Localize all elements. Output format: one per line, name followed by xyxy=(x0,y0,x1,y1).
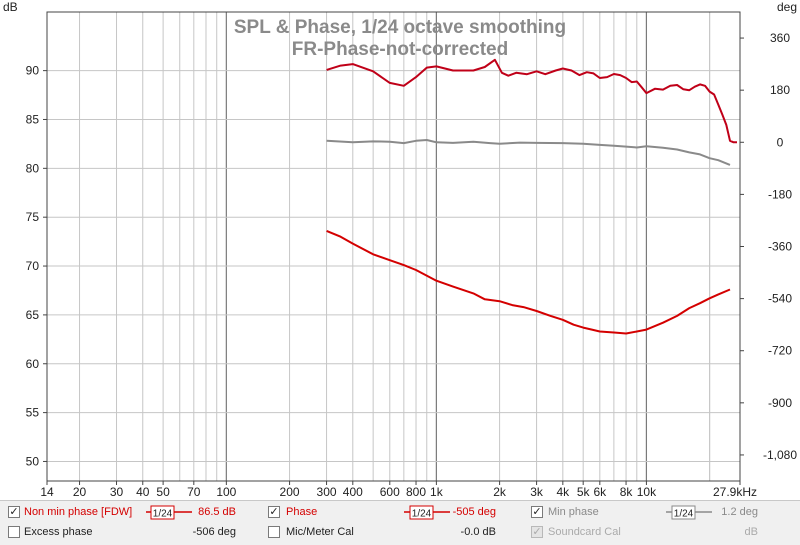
x-tick-label: 8k xyxy=(620,485,634,499)
x-tick-label: 100 xyxy=(216,485,236,499)
x-tick-label: 300 xyxy=(317,485,337,499)
y-left-tick-label: 80 xyxy=(26,161,40,175)
soundcard-cal-label: Soundcard Cal xyxy=(548,526,621,538)
x-tick-label: 400 xyxy=(343,485,363,499)
phase-label: Phase xyxy=(286,506,318,518)
series-phase-line xyxy=(326,58,737,144)
x-tick-label: 14 xyxy=(40,485,54,499)
legend-row-1: ✓ Non min phase [FDW] 1/24 86.5 dB ✓ Pha… xyxy=(0,503,800,523)
x-tick-label: 10k xyxy=(637,485,657,499)
y-right-unit: deg xyxy=(777,0,797,14)
phase-value: -505 deg xyxy=(452,506,496,518)
x-tick-label: 800 xyxy=(406,485,426,499)
mic-cal-label: Mic/Meter Cal xyxy=(286,526,354,538)
x-tick-label: 200 xyxy=(280,485,300,499)
minphase-value: 1.2 deg xyxy=(721,506,758,518)
nonmin-checkbox[interactable]: ✓ xyxy=(8,506,20,518)
mic-cal-checkbox[interactable] xyxy=(268,526,280,538)
x-tick-label: 4k xyxy=(556,485,570,499)
legend-panel: ✓ Non min phase [FDW] 1/24 86.5 dB ✓ Pha… xyxy=(0,500,800,545)
x-tick-label: 3k xyxy=(530,485,544,499)
minphase-smoothing-label: 1/24 xyxy=(674,509,694,520)
excess-checkbox[interactable] xyxy=(8,526,20,538)
y-left-tick-label: 70 xyxy=(26,259,40,273)
minphase-smoothing-icon[interactable]: 1/24 xyxy=(666,504,712,520)
x-tick-label: 50 xyxy=(156,485,170,499)
y-right-tick-label: -900 xyxy=(768,396,792,410)
chart-title: SPL & Phase, 1/24 octave smoothing xyxy=(234,17,566,38)
y-right-tick-label: -360 xyxy=(768,240,792,254)
y-left-tick-label: 50 xyxy=(26,454,40,468)
chart-subtitle: FR-Phase-not-corrected xyxy=(292,39,508,60)
x-tick-label: 2k xyxy=(493,485,507,499)
excess-value: -506 deg xyxy=(192,526,236,538)
phase-smoothing-icon[interactable]: 1/24 xyxy=(404,504,450,520)
minphase-checkbox[interactable]: ✓ xyxy=(531,506,543,518)
x-tick-label: 27.9kHz xyxy=(713,485,757,499)
x-tick-label: 600 xyxy=(380,485,400,499)
y-left-tick-label: 55 xyxy=(26,406,40,420)
legend-row-2: Excess phase -506 deg Mic/Meter Cal -0.0… xyxy=(0,523,800,543)
y-left-unit: dB xyxy=(3,0,18,14)
x-tick-label: 70 xyxy=(187,485,201,499)
series-non-min-phase-fdw-line xyxy=(326,229,731,335)
series-layer xyxy=(326,58,737,335)
x-tick-label: 20 xyxy=(73,485,87,499)
x-tick-label: 40 xyxy=(136,485,150,499)
y-right-tick-label: 0 xyxy=(777,135,784,149)
y-left-tick-label: 75 xyxy=(26,210,40,224)
y-left-tick-label: 60 xyxy=(26,357,40,371)
phase-smoothing-label: 1/24 xyxy=(412,509,432,520)
y-right-tick-label: -720 xyxy=(768,344,792,358)
y-right-tick-label: -540 xyxy=(768,292,792,306)
y-right-tick-label: -180 xyxy=(768,187,792,201)
axes: 50 55 60 65 70 75 80 85 90 360 180 0 -180 -360 -540 -72… xyxy=(26,11,797,499)
y-left-tick-label: 85 xyxy=(26,112,40,126)
y-left-tick-label: 90 xyxy=(26,64,40,78)
x-tick-label: 6k xyxy=(593,485,607,499)
grid xyxy=(47,12,740,481)
chart: 50 55 60 65 70 75 80 85 90 360 180 0 -180 -360 -540 -72… xyxy=(3,0,797,499)
x-tick-label: 1k xyxy=(430,485,444,499)
x-tick-label: 30 xyxy=(110,485,124,499)
soundcard-cal-value: dB xyxy=(744,526,758,538)
nonmin-smoothing-icon[interactable]: 1/24 xyxy=(146,504,192,520)
nonmin-smoothing-label: 1/24 xyxy=(153,509,173,520)
y-right-tick-label: 360 xyxy=(770,31,790,45)
y-right-tick-label: -1,080 xyxy=(763,448,797,462)
nonmin-value: 86.5 dB xyxy=(198,506,236,518)
minphase-label: Min phase xyxy=(548,506,599,518)
mic-cal-value: -0.0 dB xyxy=(460,526,496,538)
y-left-tick-label: 65 xyxy=(26,308,40,322)
soundcard-cal-checkbox[interactable]: ✓ xyxy=(531,526,543,538)
excess-label: Excess phase xyxy=(24,526,93,538)
y-right-tick-label: 180 xyxy=(770,83,790,97)
phase-checkbox[interactable]: ✓ xyxy=(268,506,280,518)
nonmin-label: Non min phase [FDW] xyxy=(24,506,133,518)
series-min-phase-line xyxy=(326,139,731,166)
x-tick-label: 5k xyxy=(577,485,591,499)
